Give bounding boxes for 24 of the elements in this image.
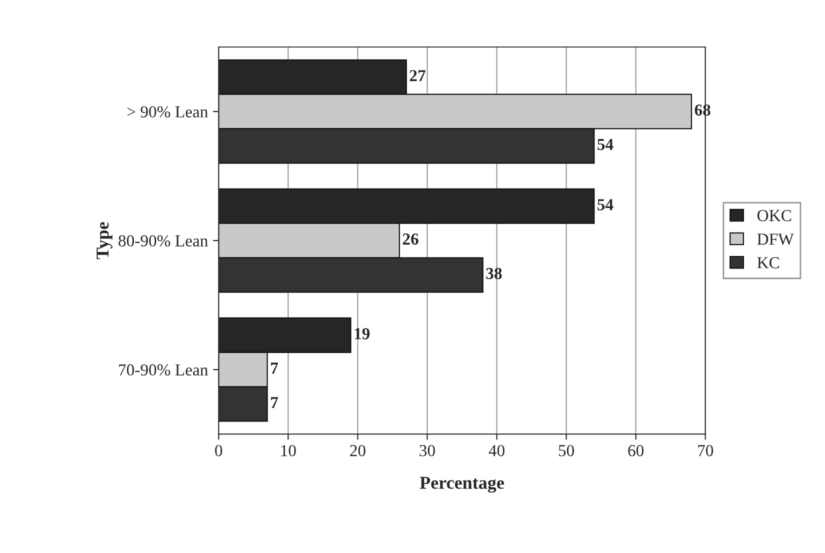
- data-label: 19: [354, 328, 370, 340]
- x-axis-title: Percentage: [420, 476, 504, 493]
- x-tick-label: 20: [350, 445, 366, 456]
- legend-label: DFW: [757, 234, 794, 245]
- legend-label: OKC: [757, 210, 792, 222]
- x-tick-label: 10: [281, 445, 296, 456]
- y-tick-label: 80-90% Lean: [118, 235, 208, 247]
- x-tick-label: 0: [215, 445, 222, 456]
- x-tick-label: 70: [698, 445, 714, 456]
- x-tick-label: 30: [420, 445, 435, 456]
- y-axis-title: Type: [96, 222, 112, 260]
- data-label: 38: [486, 268, 502, 280]
- x-tick-label: 40: [488, 445, 504, 456]
- x-tick-label: 50: [558, 445, 574, 456]
- legend-label: KC: [757, 257, 780, 268]
- data-label: 54: [598, 138, 614, 150]
- data-label: 54: [598, 199, 614, 210]
- data-label: 7: [271, 362, 278, 374]
- data-label: 26: [402, 234, 418, 245]
- x-tick-label: 60: [628, 445, 644, 456]
- y-tick-label: > 90% Lean: [127, 106, 208, 118]
- data-label: 27: [410, 70, 426, 82]
- data-label: 7: [271, 397, 278, 408]
- y-tick-label: 70-90% Lean: [119, 364, 208, 376]
